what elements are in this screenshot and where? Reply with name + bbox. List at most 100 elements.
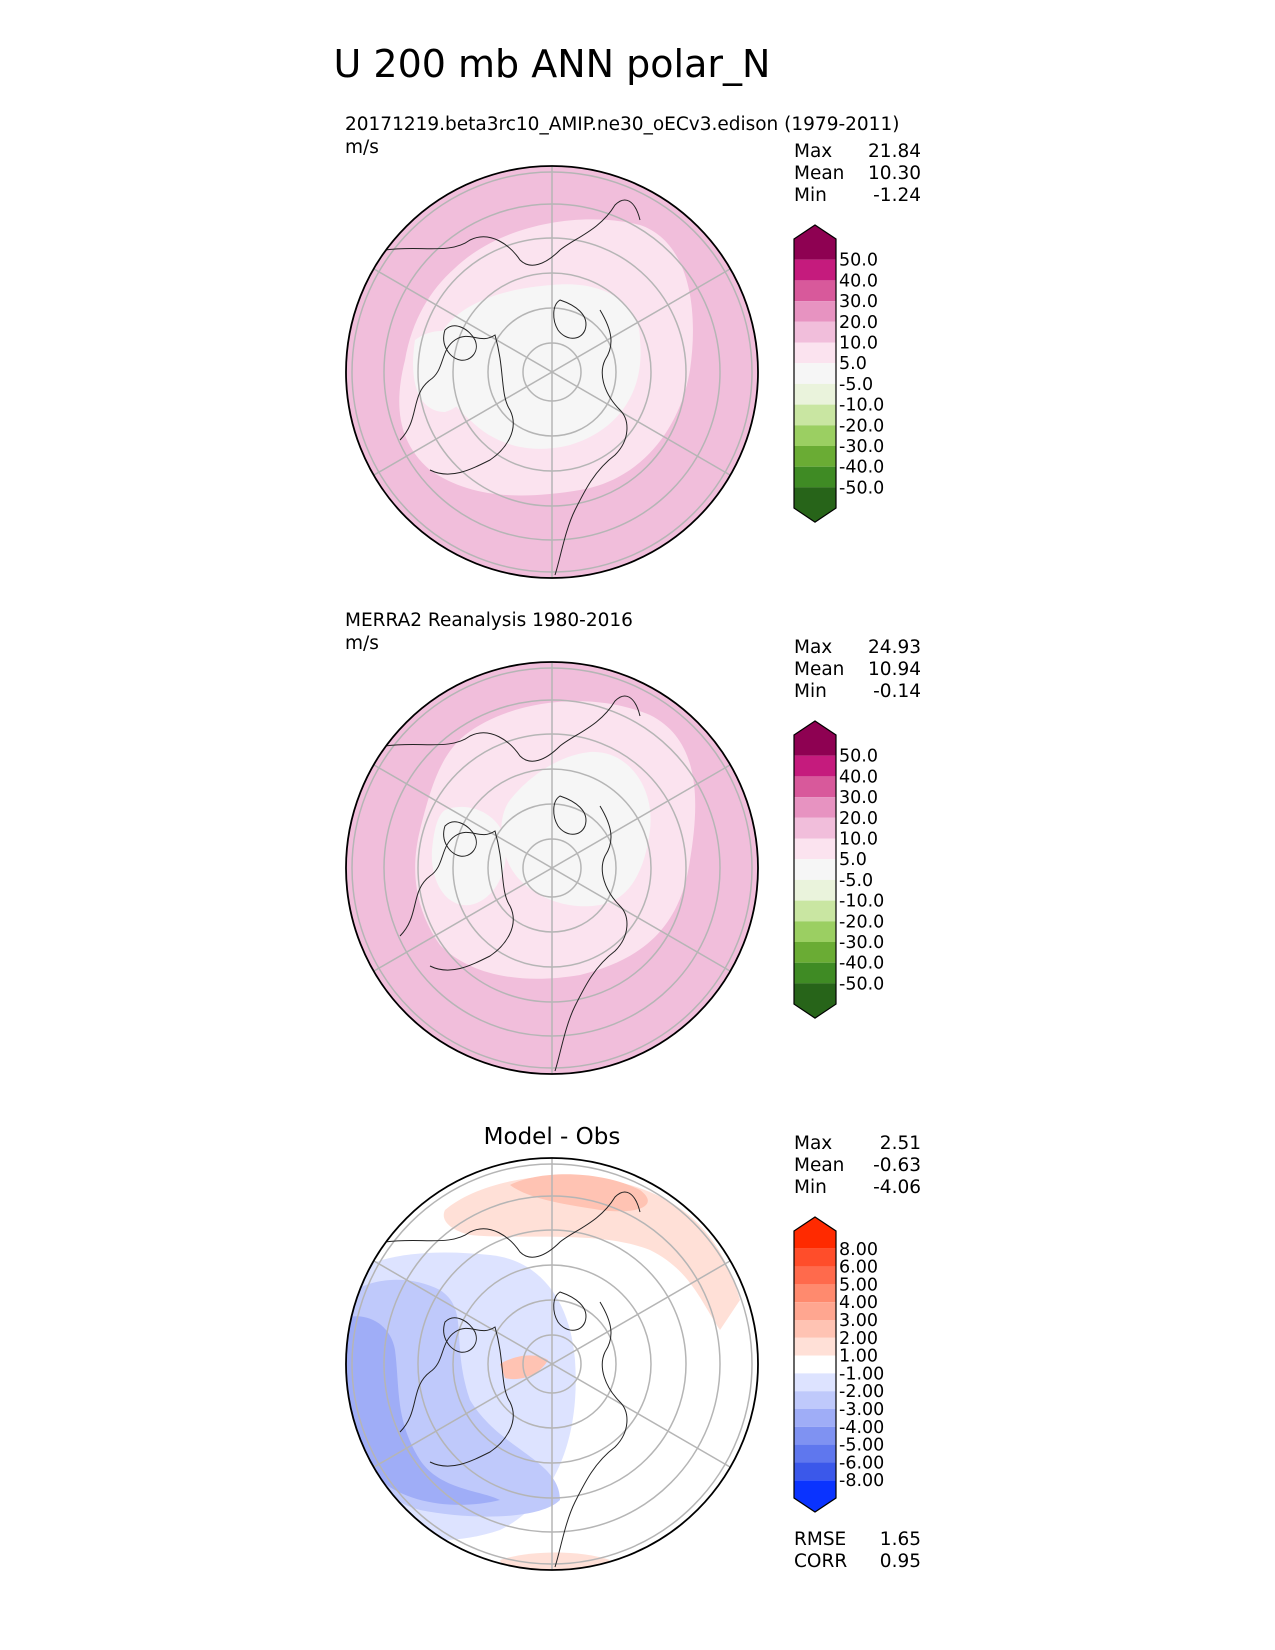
colorbar-segment [794,755,836,777]
colorbar-outline [793,1216,837,1513]
colorbar-tick-label: -6.00 [839,1453,884,1473]
colorbar-outline [793,224,837,523]
colorbar-tick-label: -10.0 [839,396,884,416]
contour-near-zero [436,284,641,449]
colorbar-tick-label: 20.0 [839,809,878,829]
colorbar-segment [794,1248,836,1267]
colorbar-extend-bottom [794,1480,836,1512]
colorbar-tick-label: -5.0 [839,375,873,395]
colorbar-tick-label: 5.0 [839,354,867,374]
stat-value: 21.84 [868,141,921,162]
colorbar-tick-label: 40.0 [839,767,878,787]
colorbar-segment [794,301,836,322]
stat-label: Mean [794,163,844,184]
stat-label: Mean [794,1155,844,1176]
colorbar-segment [794,342,836,364]
stat-label: Max [794,637,832,658]
colorbar-tick-label: -1.00 [839,1364,884,1384]
stat-value: 1.65 [880,1529,921,1550]
colorbar-segment [794,1409,836,1427]
colorbar-tick-label: -20.0 [839,416,884,436]
colorbar-tick-label: -5.0 [839,871,873,891]
colorbar-segment [794,363,836,384]
stat-label: CORR [794,1551,847,1572]
colorbar-tick-label: 5.00 [839,1275,878,1295]
colorbar-segment [794,838,836,860]
coastlines [384,199,641,576]
contour-pos-1 [443,1175,740,1330]
colorbar-segment [794,383,836,405]
stat-label: Min [794,1177,827,1198]
colorbar: 8.006.005.004.003.002.001.00-1.00-2.00-3… [793,1216,884,1513]
colorbar-segment [794,879,836,901]
colorbar-segment [794,921,836,942]
colorbar-segment [794,259,836,281]
colorbar-segment [794,1302,836,1320]
graticule [351,662,753,1074]
stat-value: -1.24 [873,185,921,206]
colorbar-extend-bottom [794,983,836,1019]
stat-value: -0.14 [873,681,921,702]
polar-map [346,166,758,578]
panel-diff: Model - Obs [345,1124,921,1572]
colorbar-segment [794,1284,836,1303]
stat-value: 10.94 [868,659,921,680]
colorbar-segment [794,404,836,426]
colorbar-tick-label: 8.00 [839,1240,878,1260]
colorbar-segment [794,797,836,818]
stat-value: 0.95 [880,1551,921,1572]
colorbar-segment [794,1444,836,1463]
panel-title: MERRA2 Reanalysis 1980-2016 [345,610,633,631]
colorbar-extend-top [794,1217,836,1249]
stat-value: 24.93 [868,637,921,658]
stat-label: RMSE [794,1529,846,1550]
stat-label: Max [794,1133,832,1154]
stat-label: Min [794,681,827,702]
stat-label: Mean [794,659,844,680]
panel-center-title: Model - Obs [484,1124,621,1150]
panel-units: m/s [345,137,379,158]
panel-title: 20171219.beta3rc10_AMIP.ne30_oECv3.ediso… [345,114,899,135]
colorbar-segment [794,1320,836,1338]
colorbar-tick-label: 10.0 [839,334,878,354]
map-boundary [345,165,759,579]
colorbar-segment [794,776,836,798]
colorbar-tick-label: 30.0 [839,788,878,808]
colorbar-tick-label: 30.0 [839,292,878,312]
colorbar-segment [794,1373,836,1392]
coastlines [384,695,641,1072]
colorbar-tick-label: 5.0 [839,850,867,870]
colorbar-tick-label: 10.0 [839,830,878,850]
colorbar-segment [794,1355,836,1374]
colorbar-tick-label: 20.0 [839,313,878,333]
stat-value: 10.30 [868,163,921,184]
stat-value: 2.51 [880,1133,921,1154]
figure-title: U 200 mb ANN polar_N [334,42,771,86]
colorbar: 50.040.030.020.010.05.0-5.0-10.0-20.0-30… [793,720,884,1019]
colorbar-tick-label: -5.00 [839,1436,884,1456]
colorbar-tick-label: -20.0 [839,912,884,932]
graticule [351,1158,753,1570]
colorbar-segment [794,1337,836,1356]
colorbar-tick-label: -3.00 [839,1400,884,1420]
colorbar-segment [794,280,836,302]
stat-label: Max [794,141,832,162]
colorbar-segment [794,466,836,488]
colorbar-tick-label: 2.00 [839,1329,878,1349]
extra-stats-block: RMSE 1.65 CORR 0.95 [794,1529,921,1572]
graticule [351,166,753,578]
colorbar-segment [794,425,836,446]
colorbar-tick-label: -2.00 [839,1382,884,1402]
colorbar-segment [794,1426,836,1445]
stats-block: Max 21.84 Mean 10.30 Min -1.24 [794,141,921,206]
colorbar-tick-label: 40.0 [839,271,878,291]
panel-units: m/s [345,633,379,654]
stats-block: Max 2.51 Mean -0.63 Min -4.06 [794,1133,921,1198]
colorbar-segment [794,942,836,963]
map-boundary [345,1157,759,1571]
colorbar-segment [794,900,836,922]
colorbar-segment [794,962,836,984]
colorbar: 50.040.030.020.010.05.0-5.0-10.0-20.0-30… [793,224,884,523]
stat-value: -4.06 [873,1177,921,1198]
colorbar-segment [794,1391,836,1409]
